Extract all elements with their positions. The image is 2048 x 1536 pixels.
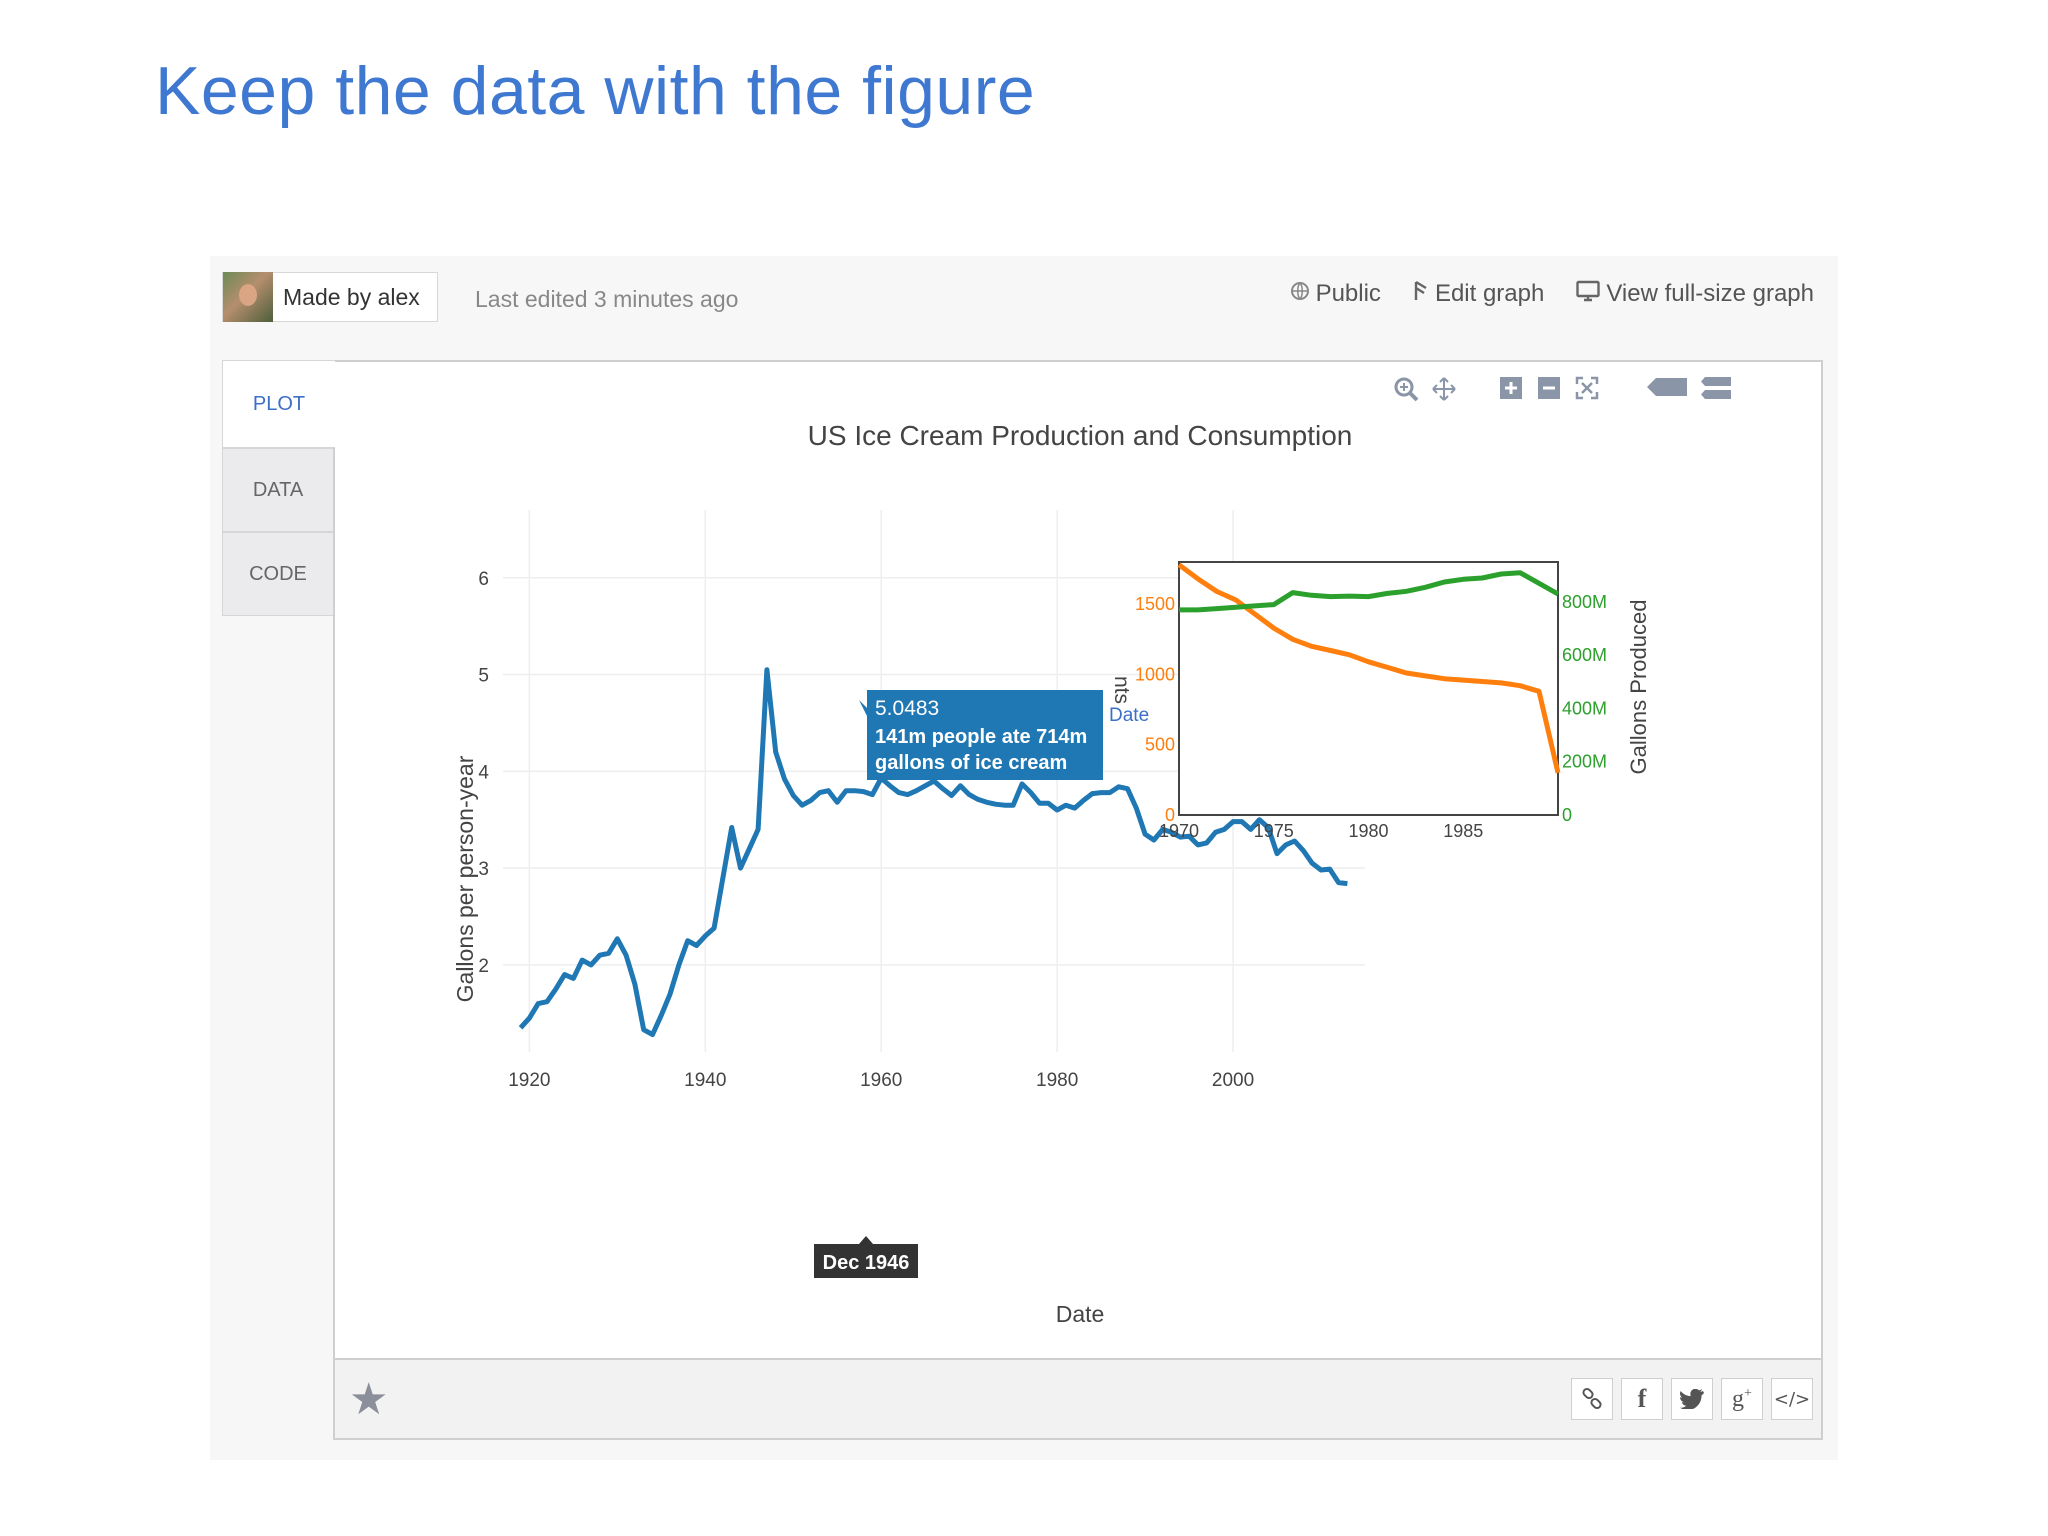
last-edited-text: Last edited 3 minutes ago bbox=[475, 286, 739, 312]
google-plus-icon[interactable]: g+ bbox=[1721, 1378, 1763, 1420]
x-tick-label: 1940 bbox=[684, 1070, 726, 1091]
inset-y2-tick-label: 200M bbox=[1562, 752, 1607, 772]
inset-y2-tick-label: 400M bbox=[1562, 698, 1607, 718]
plot-embed-frame: Made by alex Last edited 3 minutes ago P… bbox=[210, 256, 1838, 1460]
modebar bbox=[1393, 376, 1731, 402]
hover-value: 5.0483 bbox=[875, 697, 939, 720]
author-label: Made by alex bbox=[283, 283, 420, 310]
inset-y-axis-partial-label: nts bbox=[1110, 676, 1133, 704]
inset-x-tick-label: 1970 bbox=[1159, 821, 1199, 841]
view-full-size-link[interactable]: View full-size graph bbox=[1576, 280, 1814, 308]
y-tick-label: 6 bbox=[478, 569, 489, 590]
production-line bbox=[1179, 570, 1560, 613]
plot-panel: US Ice Cream Production and Consumption … bbox=[333, 360, 1823, 1360]
main-y-axis: 2 3 4 5 6 bbox=[478, 569, 489, 977]
main-chart[interactable]: US Ice Cream Production and Consumption … bbox=[335, 362, 1821, 1358]
view-full-size-label: View full-size graph bbox=[1606, 280, 1814, 307]
hover-x-label: Dec 1946 bbox=[823, 1252, 910, 1274]
star-icon[interactable]: ★ bbox=[349, 1375, 389, 1424]
edit-graph-label: Edit graph bbox=[1434, 280, 1545, 307]
x-axis-label: Date bbox=[1056, 1301, 1105, 1327]
x-tick-label: 1960 bbox=[860, 1070, 902, 1091]
main-series bbox=[518, 667, 1348, 1038]
y-tick-label: 4 bbox=[478, 762, 489, 783]
inset-y2-tick-label: 0 bbox=[1562, 805, 1572, 825]
public-link[interactable]: Public bbox=[1290, 280, 1381, 308]
public-label: Public bbox=[1315, 280, 1381, 307]
tab-code[interactable]: CODE bbox=[222, 532, 333, 616]
avatar bbox=[223, 272, 273, 322]
hover-compare-icon[interactable] bbox=[1701, 376, 1731, 400]
y-axis-label: Gallons per person-year bbox=[452, 755, 478, 1002]
pan-icon[interactable] bbox=[1431, 376, 1456, 401]
x-tick-label: 2000 bbox=[1212, 1070, 1254, 1091]
inset-x-tick-label: 1975 bbox=[1254, 821, 1294, 841]
consumption-line bbox=[518, 667, 1348, 1038]
inset-x-tick-label: 1980 bbox=[1348, 821, 1388, 841]
zoom-out-icon[interactable] bbox=[1537, 376, 1561, 400]
inset-series bbox=[1177, 562, 1561, 774]
embed-header: Made by alex Last edited 3 minutes ago P… bbox=[210, 256, 1838, 338]
x-tick-label: 1980 bbox=[1036, 1070, 1078, 1091]
hover-line-2: gallons of ice cream bbox=[875, 752, 1067, 774]
y-tick-label: 5 bbox=[478, 666, 489, 687]
globe-icon bbox=[1290, 281, 1310, 307]
inset-x-tick-label: 1985 bbox=[1443, 821, 1483, 841]
hover-x-pointer bbox=[859, 1236, 873, 1244]
inset-y2-tick-label: 600M bbox=[1562, 645, 1607, 665]
hover-closest-icon[interactable] bbox=[1647, 376, 1687, 400]
inset-y2-tick-label: 800M bbox=[1562, 592, 1607, 612]
inset-y2-axis: 0 200M 400M 600M 800M bbox=[1562, 592, 1607, 825]
x-tick-label: 1920 bbox=[508, 1070, 550, 1091]
twitter-icon[interactable] bbox=[1671, 1378, 1713, 1420]
embed-code-icon[interactable]: </> bbox=[1771, 1378, 1813, 1420]
inset-y2-axis-label: Gallons Produced bbox=[1626, 600, 1651, 775]
inset-y-axis: 0 500 1000 1500 bbox=[1135, 594, 1175, 825]
edit-graph-icon bbox=[1413, 280, 1429, 308]
edit-graph-link[interactable]: Edit graph bbox=[1413, 280, 1544, 308]
tab-plot[interactable]: PLOT bbox=[222, 360, 335, 448]
monitor-icon bbox=[1576, 280, 1601, 308]
hover-box bbox=[867, 690, 1103, 780]
zoom-in-icon[interactable] bbox=[1499, 376, 1523, 400]
hover-line-1: 141m people ate 714m bbox=[875, 726, 1087, 748]
y-tick-label: 2 bbox=[478, 956, 489, 977]
inset-y-tick-label: 1000 bbox=[1135, 664, 1175, 684]
inset-y-tick-label: 0 bbox=[1165, 805, 1175, 825]
main-x-axis: 1920 1940 1960 1980 2000 bbox=[508, 1070, 1254, 1091]
facebook-icon[interactable]: f bbox=[1621, 1378, 1663, 1420]
inset-chart: 1970 1975 1980 1985 0 500 1000 1500 0 200M 400M 6… bbox=[1109, 561, 1651, 841]
embed-footer: ★ f g+ </> bbox=[333, 1360, 1823, 1440]
zoom-icon[interactable] bbox=[1393, 376, 1419, 402]
autoscale-icon[interactable] bbox=[1575, 376, 1599, 400]
tab-data[interactable]: DATA bbox=[222, 448, 333, 532]
share-buttons: f g+ </> bbox=[1571, 1378, 1813, 1420]
link-icon[interactable] bbox=[1571, 1378, 1613, 1420]
y-tick-label: 3 bbox=[478, 859, 489, 880]
hover-x-box bbox=[814, 1244, 918, 1278]
slide-title: Keep the data with the figure bbox=[155, 53, 1036, 129]
author-badge[interactable]: Made by alex bbox=[222, 272, 438, 322]
view-tabs: PLOT DATA CODE bbox=[222, 360, 335, 616]
inset-y-tick-label: 500 bbox=[1145, 735, 1175, 755]
hover-box-pointer bbox=[859, 700, 867, 716]
header-actions: Public Edit graph View full-size graph bbox=[1290, 280, 1814, 308]
inset-hover-axis-label: Date bbox=[1109, 705, 1149, 726]
inset-y-tick-label: 1500 bbox=[1135, 594, 1175, 614]
hover-tooltip: 5.0483 141m people ate 714m gallons of i… bbox=[814, 690, 1103, 1278]
inset-x-axis: 1970 1975 1980 1985 bbox=[1159, 821, 1483, 841]
chart-title: US Ice Cream Production and Consumption bbox=[808, 420, 1353, 451]
